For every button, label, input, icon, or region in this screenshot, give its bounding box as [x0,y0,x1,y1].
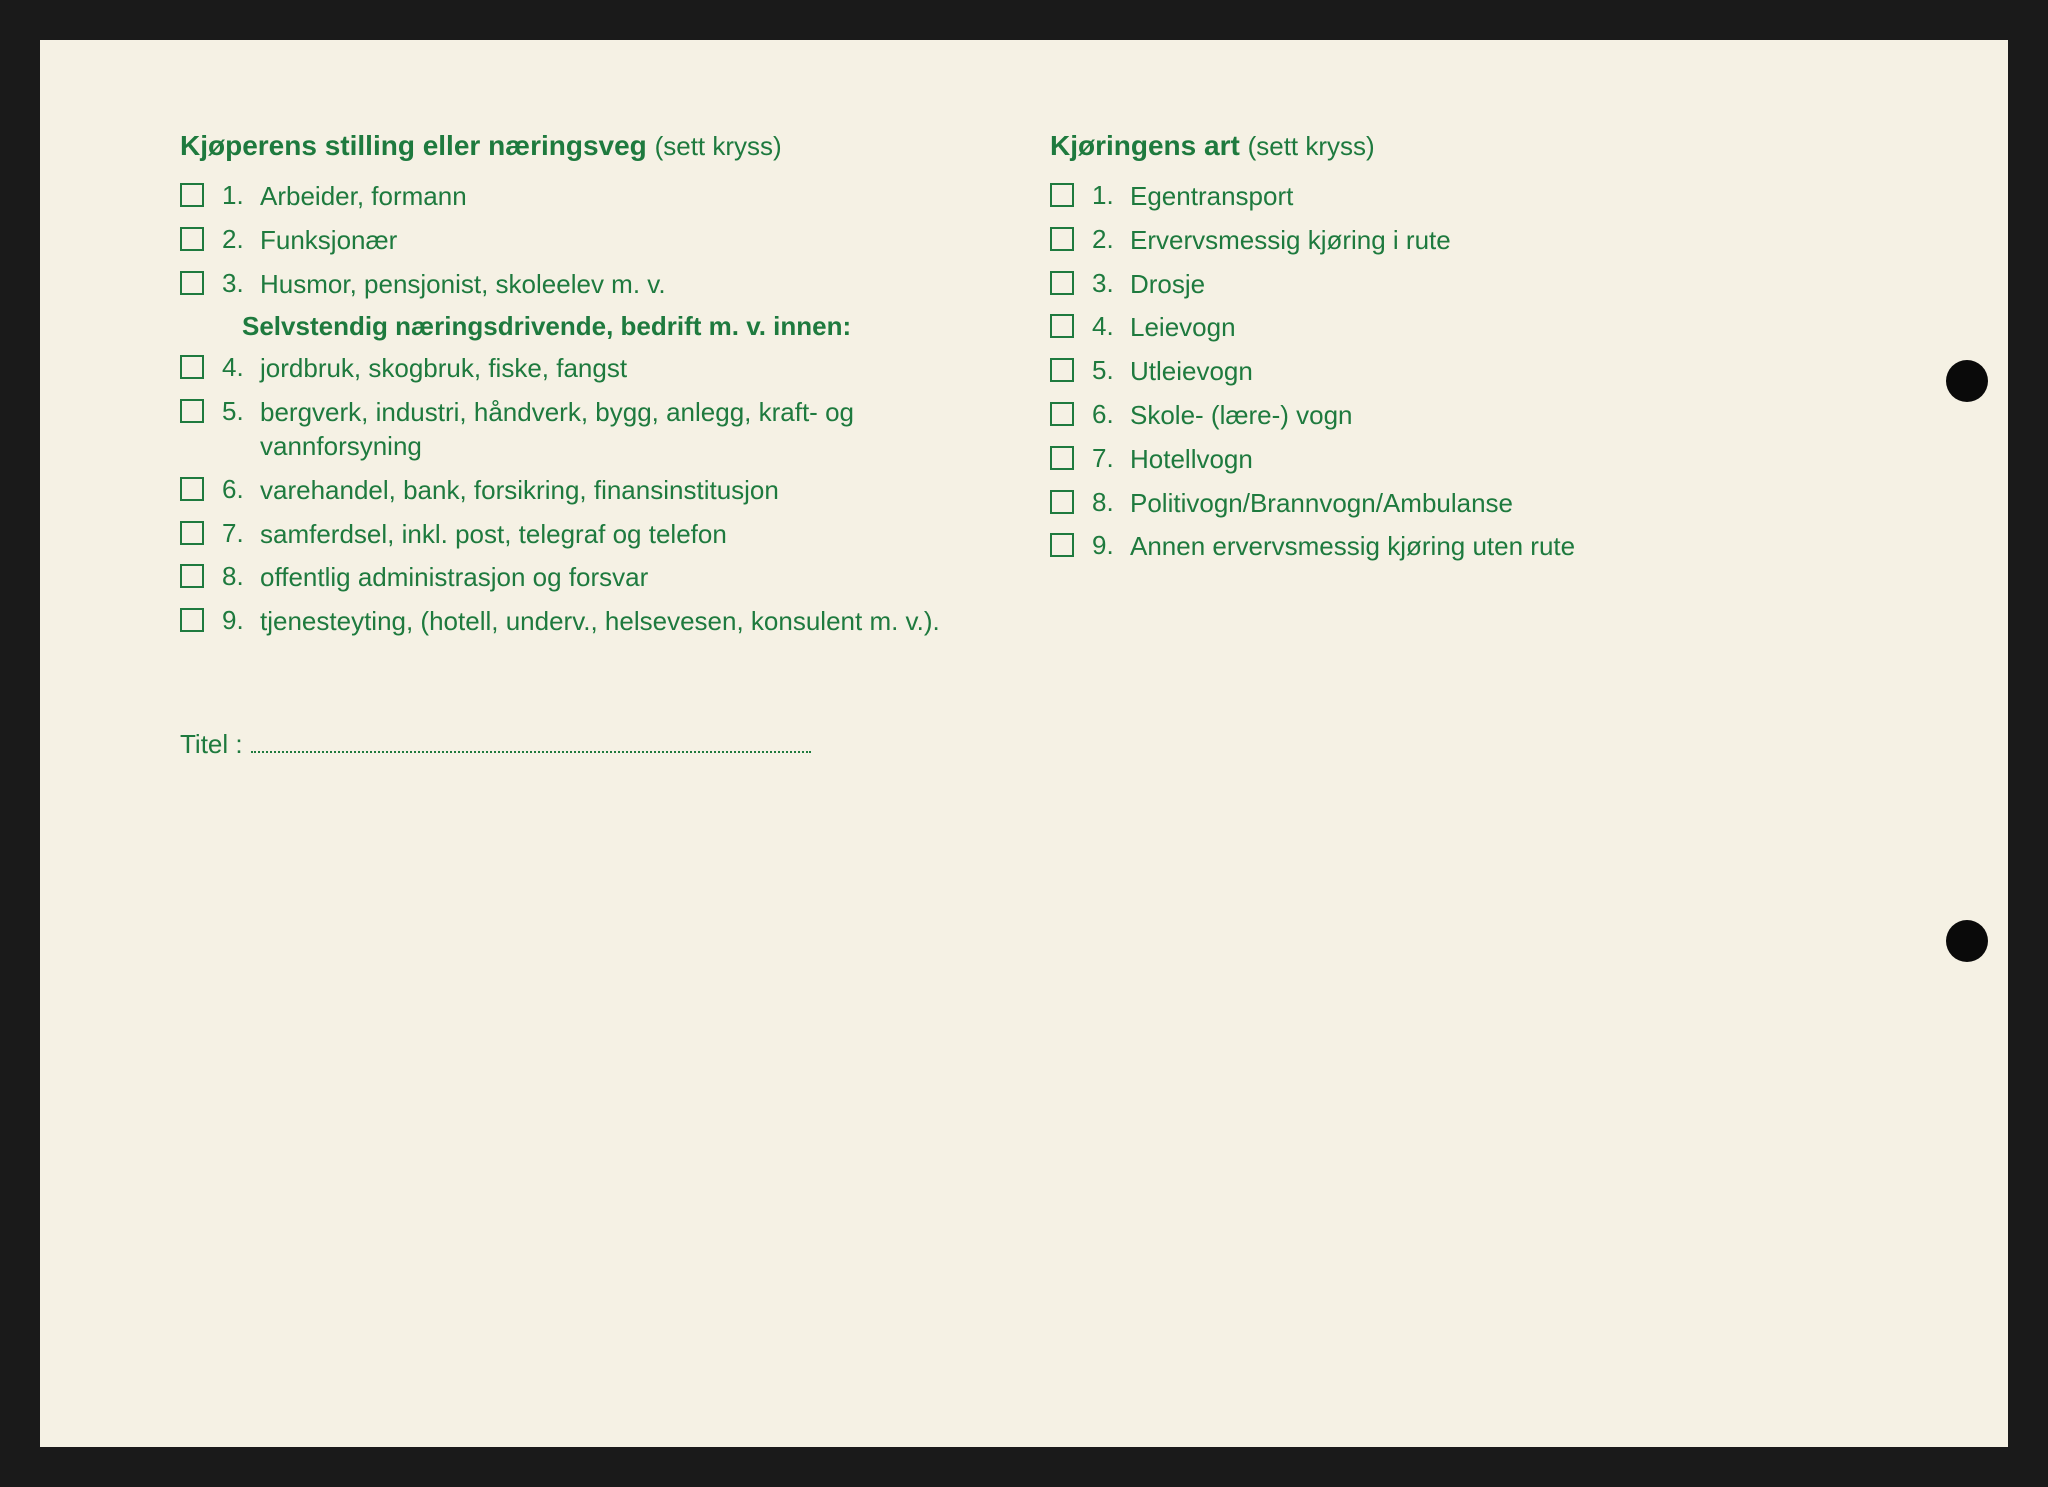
item-text: Politivogn/Brannvogn/Ambulanse [1130,487,1513,521]
checklist-item: 7. Hotellvogn [1050,443,1898,477]
title-row: Titel : [180,729,1898,760]
checklist-item: 3. Drosje [1050,268,1898,302]
checklist-item: 5. bergverk, industri, håndverk, bygg, an… [180,396,1010,464]
document-page: Kjøperens stilling eller næringsveg (set… [40,40,2008,1447]
checkbox[interactable] [1050,358,1074,382]
item-number: 1. [222,180,250,211]
item-number: 4. [222,352,250,383]
checklist-item: 1. Egentransport [1050,180,1898,214]
item-text: jordbruk, skogbruk, fiske, fangst [260,352,627,386]
checklist-item: 2. Funksjonær [180,224,1010,258]
item-number: 6. [1092,399,1120,430]
item-number: 6. [222,474,250,505]
item-number: 4. [1092,311,1120,342]
item-text: Hotellvogn [1130,443,1253,477]
checkbox[interactable] [180,183,204,207]
item-text: Utleievogn [1130,355,1253,389]
checklist-item: 8. Politivogn/Brannvogn/Ambulanse [1050,487,1898,521]
checklist-item: 1. Arbeider, formann [180,180,1010,214]
left-column: Kjøperens stilling eller næringsveg (set… [180,130,1010,649]
item-text: varehandel, bank, forsikring, finansinst… [260,474,779,508]
item-number: 1. [1092,180,1120,211]
item-text: Arbeider, formann [260,180,467,214]
checklist-item: 5. Utleievogn [1050,355,1898,389]
item-text: Annen ervervsmessig kjøring uten rute [1130,530,1575,564]
checkbox[interactable] [180,227,204,251]
item-text: bergverk, industri, håndverk, bygg, anle… [260,396,1010,464]
item-text: samferdsel, inkl. post, telegraf og tele… [260,518,727,552]
left-items-a: 1. Arbeider, formann 2. Funksjonær 3. Husmor,… [180,180,1010,301]
checklist-item: 9. Annen ervervsmessig kjøring uten rute [1050,530,1898,564]
checklist-item: 4. jordbruk, skogbruk, fiske, fangst [180,352,1010,386]
item-number: 3. [222,268,250,299]
item-number: 5. [1092,355,1120,386]
checkbox[interactable] [180,564,204,588]
title-label: Titel : [180,729,243,760]
item-text: Husmor, pensjonist, skoleelev m. v. [260,268,666,302]
left-header-note: (sett kryss) [655,131,782,161]
checkbox[interactable] [180,271,204,295]
checkbox[interactable] [1050,533,1074,557]
item-text: Egentransport [1130,180,1293,214]
item-text: Drosje [1130,268,1205,302]
item-number: 5. [222,396,250,427]
checklist-item: 6. varehandel, bank, forsikring, finansin… [180,474,1010,508]
item-number: 9. [1092,530,1120,561]
item-number: 9. [222,605,250,636]
right-header-note: (sett kryss) [1248,131,1375,161]
item-text: Leievogn [1130,311,1236,345]
checklist-item: 9. tjenesteyting, (hotell, underv., helse… [180,605,1010,639]
item-text: Ervervsmessig kjøring i rute [1130,224,1451,258]
checklist-item: 4. Leievogn [1050,311,1898,345]
left-header: Kjøperens stilling eller næringsveg (set… [180,130,1010,162]
item-number: 8. [1092,487,1120,518]
punch-hole-icon [1946,920,1988,962]
item-number: 3. [1092,268,1120,299]
checkbox[interactable] [1050,490,1074,514]
item-number: 7. [1092,443,1120,474]
checkbox[interactable] [180,608,204,632]
checkbox[interactable] [180,477,204,501]
checkbox[interactable] [1050,446,1074,470]
item-number: 2. [222,224,250,255]
checklist-item: 3. Husmor, pensjonist, skoleelev m. v. [180,268,1010,302]
item-number: 7. [222,518,250,549]
item-text: Skole- (lære-) vogn [1130,399,1353,433]
checkbox[interactable] [180,399,204,423]
columns-container: Kjøperens stilling eller næringsveg (set… [180,130,1898,649]
checklist-item: 2. Ervervsmessig kjøring i rute [1050,224,1898,258]
checkbox[interactable] [1050,314,1074,338]
item-text: tjenesteyting, (hotell, underv., helseve… [260,605,940,639]
title-underline [251,751,811,753]
checkbox[interactable] [180,521,204,545]
item-number: 2. [1092,224,1120,255]
right-items: 1. Egentransport 2. Ervervsmessig kjøring i… [1050,180,1898,564]
checkbox[interactable] [180,355,204,379]
item-text: offentlig administrasjon og forsvar [260,561,648,595]
right-header: Kjøringens art (sett kryss) [1050,130,1898,162]
checklist-item: 7. samferdsel, inkl. post, telegraf og te… [180,518,1010,552]
item-text: Funksjonær [260,224,397,258]
checkbox[interactable] [1050,227,1074,251]
right-column: Kjøringens art (sett kryss) 1. Egentransp… [1050,130,1898,649]
checkbox[interactable] [1050,271,1074,295]
checklist-item: 8. offentlig administrasjon og forsvar [180,561,1010,595]
left-items-b: 4. jordbruk, skogbruk, fiske, fangst 5. ber… [180,352,1010,639]
checklist-item: 6. Skole- (lære-) vogn [1050,399,1898,433]
left-header-text: Kjøperens stilling eller næringsveg [180,130,647,161]
item-number: 8. [222,561,250,592]
checkbox[interactable] [1050,402,1074,426]
right-header-text: Kjøringens art [1050,130,1240,161]
punch-hole-icon [1946,360,1988,402]
left-sub-header: Selvstendig næringsdrivende, bedrift m. … [242,311,1010,342]
checkbox[interactable] [1050,183,1074,207]
